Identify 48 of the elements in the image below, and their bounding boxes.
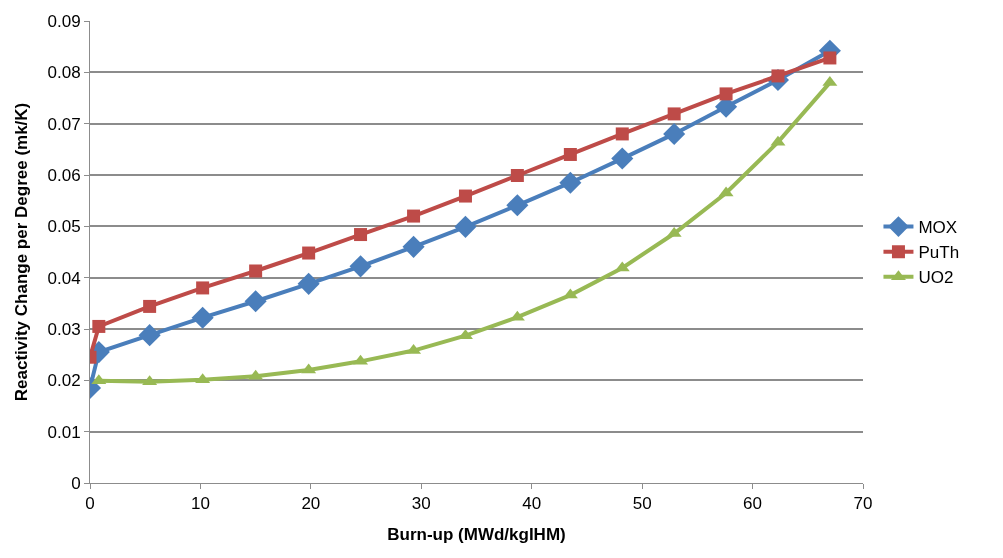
point — [244, 290, 267, 313]
point — [297, 272, 320, 295]
x-tick-label: 30 — [411, 494, 431, 514]
point — [510, 169, 524, 183]
point — [354, 228, 368, 242]
point — [458, 189, 472, 203]
y-tick-label: 0.02 — [47, 371, 81, 391]
point — [559, 171, 582, 194]
point — [407, 209, 421, 223]
point — [611, 147, 634, 170]
y-tick-label: 0 — [71, 473, 81, 493]
legend-label: UO2 — [918, 268, 954, 288]
x-tick-label: 50 — [632, 494, 652, 514]
x-tick-label: 20 — [301, 494, 321, 514]
x-tick-label: 10 — [190, 494, 210, 514]
point — [349, 255, 372, 278]
point — [667, 107, 681, 121]
point — [663, 122, 686, 145]
y-tick-label: 0.04 — [47, 268, 81, 288]
point — [823, 51, 837, 65]
point — [454, 215, 477, 238]
legend-label: PuTh — [918, 243, 960, 263]
y-tick-label: 0.06 — [47, 165, 81, 185]
x-tick-label: 60 — [743, 494, 763, 514]
x-tick-label: 40 — [522, 494, 542, 514]
point — [143, 299, 157, 313]
point — [506, 194, 529, 217]
y-tick-label: 0.01 — [47, 422, 81, 442]
x-tick-label: 70 — [853, 494, 873, 514]
point — [563, 147, 577, 161]
point — [402, 235, 425, 258]
point — [138, 324, 161, 347]
y-tick-label: 0.03 — [47, 319, 81, 339]
x-tick-label: 0 — [85, 494, 95, 514]
y-tick-label: 0.05 — [47, 217, 81, 237]
y-tick-label: 0.07 — [47, 114, 81, 134]
y-axis-title: Reactivity Change per Degree (mk/K) — [12, 102, 32, 402]
y-tick-label: 0.09 — [47, 11, 81, 31]
point — [191, 306, 214, 329]
point — [196, 281, 210, 295]
point — [249, 264, 263, 278]
y-tick-label: 0.08 — [47, 63, 81, 83]
point — [719, 87, 733, 101]
point — [615, 127, 629, 141]
legend-label: MOX — [918, 218, 958, 238]
x-axis-title: Burn-up (MWd/kgIHM) — [387, 524, 566, 544]
point — [92, 319, 106, 333]
point — [302, 246, 316, 260]
